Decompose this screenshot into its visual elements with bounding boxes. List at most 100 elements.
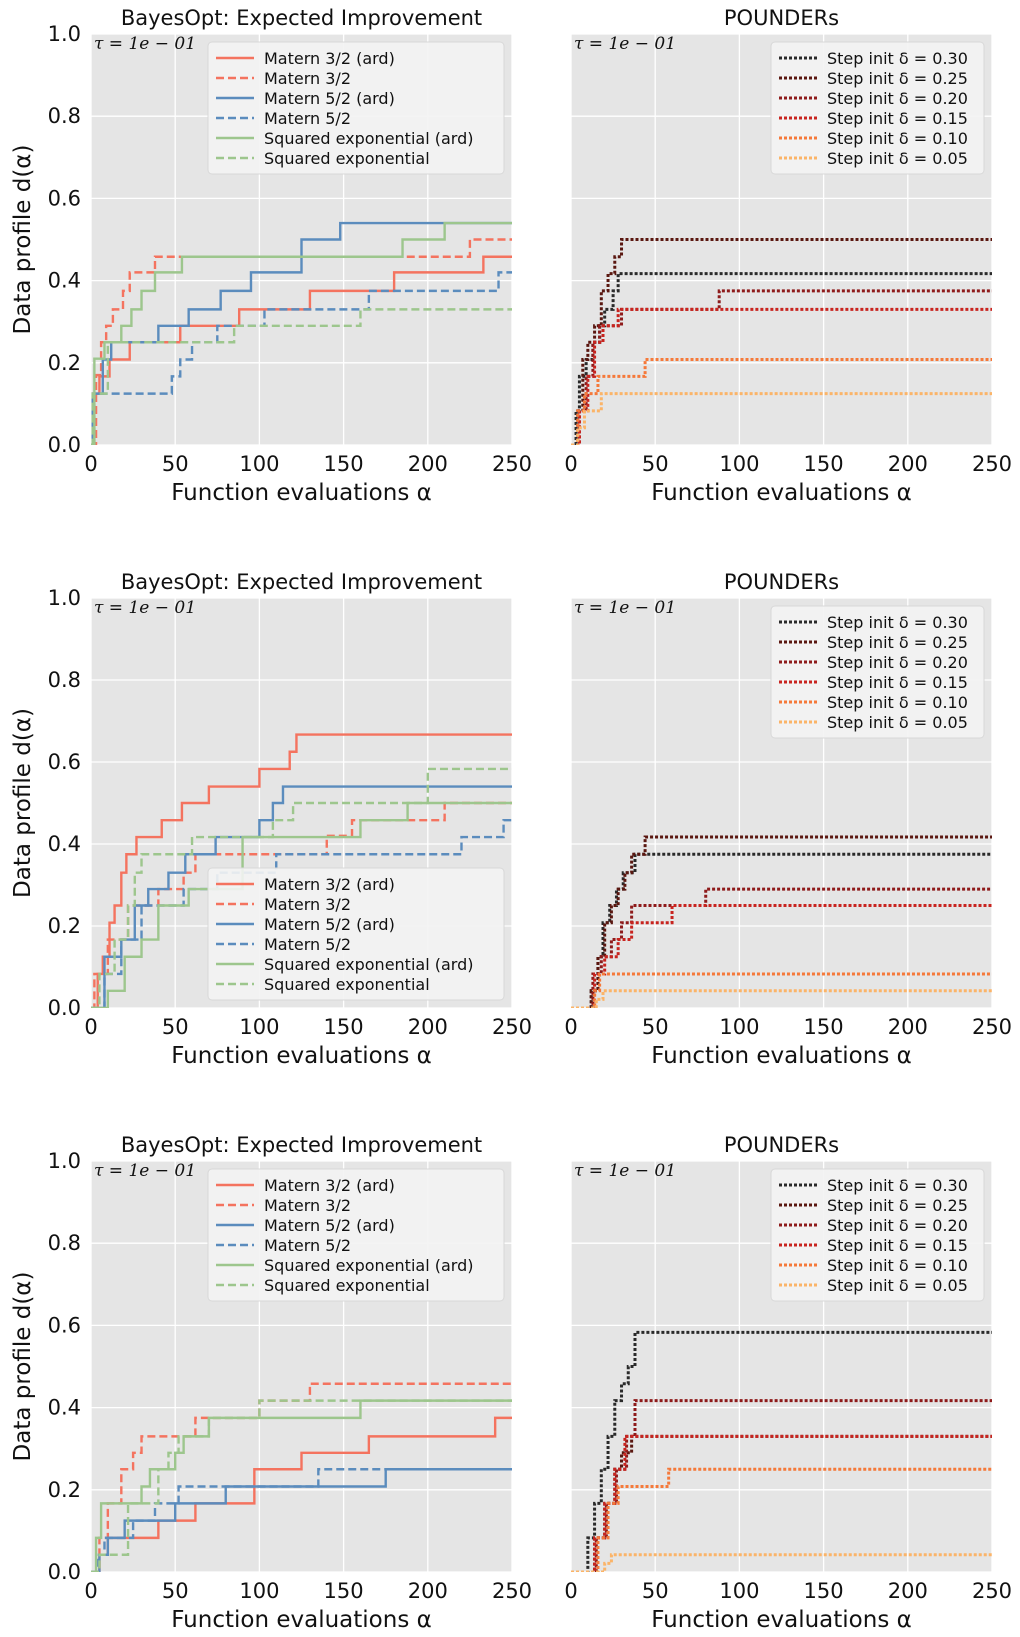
legend-entry: Matern 3/2 bbox=[264, 895, 351, 914]
legend-entry: Step init δ = 0.25 bbox=[827, 1196, 968, 1215]
x-tick-label: 250 bbox=[492, 452, 532, 476]
x-tick-label: 250 bbox=[492, 1579, 532, 1603]
panel-row2-bayesopt: 0 50 100 150 200 250 0.0 0.2 0.4 0.6 0.8 1.0 BayesOp… bbox=[10, 570, 532, 1069]
legend-box bbox=[770, 1168, 985, 1302]
series-line bbox=[91, 785, 512, 1008]
x-tick-label: 250 bbox=[972, 1579, 1012, 1603]
x-tick-label: 150 bbox=[324, 1579, 364, 1603]
x-tick-label: 150 bbox=[804, 1579, 844, 1603]
legend-entry: Step init δ = 0.20 bbox=[827, 89, 968, 108]
legend-entry: Step init δ = 0.20 bbox=[827, 1216, 968, 1235]
legend-entry: Step init δ = 0.05 bbox=[827, 713, 968, 732]
legend-entry: Squared exponential bbox=[264, 149, 430, 168]
y-tick-label: 0.4 bbox=[48, 269, 81, 293]
panel-title: POUNDERs bbox=[724, 1133, 839, 1157]
series-group bbox=[571, 835, 992, 1008]
x-tick-label: 150 bbox=[804, 452, 844, 476]
series-line bbox=[91, 767, 512, 1008]
legend-entry: Matern 3/2 (ard) bbox=[264, 49, 395, 68]
series-line bbox=[571, 904, 992, 1008]
legend-entry: Squared exponential (ard) bbox=[264, 129, 473, 148]
x-tick-label: 250 bbox=[492, 1015, 532, 1039]
y-tick-label: 0.8 bbox=[48, 104, 81, 128]
legend-entry: Step init δ = 0.05 bbox=[827, 149, 968, 168]
x-axis-label: Function evaluations α bbox=[171, 1607, 432, 1633]
legend-entry: Matern 3/2 (ard) bbox=[264, 875, 395, 894]
x-axis-label: Function evaluations α bbox=[651, 1607, 912, 1633]
panel-title: BayesOpt: Expected Improvement bbox=[121, 570, 482, 594]
x-tick-label: 0 bbox=[564, 452, 577, 476]
legend-entry: Step init δ = 0.15 bbox=[827, 1236, 968, 1255]
y-tick-label: 0.8 bbox=[48, 1231, 81, 1255]
y-tick-label: 0.0 bbox=[48, 1560, 81, 1584]
y-tick-label: 0.2 bbox=[48, 914, 81, 938]
series-line bbox=[571, 1399, 992, 1572]
y-tick-label: 1.0 bbox=[48, 1149, 81, 1173]
tau-annotation: τ = 1e − 01 bbox=[94, 34, 196, 54]
x-tick-label: 200 bbox=[888, 1015, 928, 1039]
x-tick-label: 0 bbox=[564, 1015, 577, 1039]
x-tick-label: 200 bbox=[408, 1015, 448, 1039]
x-tick-label: 50 bbox=[162, 1579, 189, 1603]
series-group bbox=[571, 238, 992, 445]
x-tick-label: 50 bbox=[642, 1579, 669, 1603]
x-tick-label: 150 bbox=[324, 1015, 364, 1039]
x-tick-label: 50 bbox=[642, 1015, 669, 1039]
y-axis-label: Data profile d(α) bbox=[10, 145, 36, 335]
legend-entry: Matern 3/2 bbox=[264, 69, 351, 88]
series-line bbox=[91, 221, 512, 445]
x-tick-label: 0 bbox=[84, 452, 97, 476]
panel-row3-pounders: 0 50 100 150 200 250 POUNDERs τ = 1e − 01 Functi… bbox=[564, 1133, 1012, 1633]
y-tick-label: 0.2 bbox=[48, 1478, 81, 1502]
legend-entry: Squared exponential bbox=[264, 1276, 430, 1295]
y-tick-label: 1.0 bbox=[48, 22, 81, 46]
legend-box bbox=[207, 867, 505, 1001]
y-tick-label: 0.2 bbox=[48, 351, 81, 375]
panel-row1-pounders: 0 50 100 150 200 250 POUNDERs τ = 1e − 01 Functi… bbox=[564, 6, 1012, 506]
legend-entry: Step init δ = 0.30 bbox=[827, 49, 968, 68]
x-tick-label: 100 bbox=[239, 1015, 279, 1039]
x-tick-label: 200 bbox=[888, 1579, 928, 1603]
legend-entry: Step init δ = 0.15 bbox=[827, 673, 968, 692]
legend-box bbox=[770, 605, 985, 739]
x-axis-label: Function evaluations α bbox=[171, 1043, 432, 1069]
y-tick-label: 1.0 bbox=[48, 586, 81, 610]
legend-entry: Step init δ = 0.15 bbox=[827, 109, 968, 128]
y-tick-label: 0.0 bbox=[48, 996, 81, 1020]
legend-box bbox=[770, 41, 985, 175]
x-axis-label: Function evaluations α bbox=[651, 480, 912, 506]
legend-entry: Step init δ = 0.25 bbox=[827, 633, 968, 652]
series-line bbox=[91, 801, 512, 1008]
tau-annotation: τ = 1e − 01 bbox=[94, 1161, 196, 1181]
legend-entry: Step init δ = 0.10 bbox=[827, 129, 968, 148]
x-tick-label: 50 bbox=[642, 452, 669, 476]
series-line bbox=[91, 221, 512, 445]
legend-entry: Matern 3/2 bbox=[264, 1196, 351, 1215]
x-tick-label: 0 bbox=[84, 1015, 97, 1039]
panel-title: POUNDERs bbox=[724, 6, 839, 30]
legend-entry: Step init δ = 0.30 bbox=[827, 613, 968, 632]
x-tick-label: 250 bbox=[972, 1015, 1012, 1039]
y-tick-label: 0.8 bbox=[48, 668, 81, 692]
legend-entry: Squared exponential (ard) bbox=[264, 1256, 473, 1275]
series-line bbox=[571, 392, 992, 445]
series-line bbox=[571, 358, 992, 445]
panel-row2-pounders: 0 50 100 150 200 250 POUNDERs τ = 1e − 01 Functi… bbox=[564, 570, 1012, 1069]
panel-row1-bayesopt: 0 50 100 150 200 250 0.0 0.2 0.4 0.6 0.8 1.0 BayesOp… bbox=[10, 6, 532, 506]
panel-row3-bayesopt: 0 50 100 150 200 250 0.0 0.2 0.4 0.6 0.8 1.0 BayesOp… bbox=[10, 1133, 532, 1633]
x-tick-label: 250 bbox=[972, 452, 1012, 476]
x-tick-label: 100 bbox=[719, 1579, 759, 1603]
y-tick-label: 0.4 bbox=[48, 832, 81, 856]
legend-entry: Step init δ = 0.10 bbox=[827, 1256, 968, 1275]
panel-title: BayesOpt: Expected Improvement bbox=[121, 1133, 482, 1157]
x-tick-label: 100 bbox=[719, 1015, 759, 1039]
x-tick-label: 100 bbox=[239, 452, 279, 476]
y-axis-label: Data profile d(α) bbox=[10, 708, 36, 898]
series-group bbox=[91, 1382, 512, 1572]
tau-annotation: τ = 1e − 01 bbox=[94, 598, 196, 618]
y-axis-label: Data profile d(α) bbox=[10, 1272, 36, 1462]
